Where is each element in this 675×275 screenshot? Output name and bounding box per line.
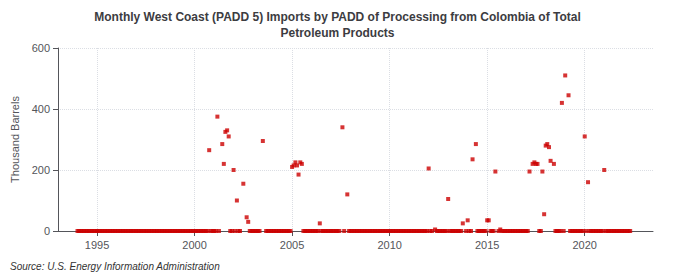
svg-text:200: 200 — [32, 164, 50, 176]
svg-text:Monthly West Coast (PADD 5) Im: Monthly West Coast (PADD 5) Imports by P… — [94, 10, 580, 24]
svg-text:2000: 2000 — [182, 239, 206, 251]
svg-text:400: 400 — [32, 103, 50, 115]
svg-text:600: 600 — [32, 42, 50, 54]
svg-text:2005: 2005 — [280, 239, 304, 251]
svg-text:Source: U.S. Energy Informatio: Source: U.S. Energy Information Administ… — [10, 261, 220, 272]
svg-text:Petroleum Products: Petroleum Products — [280, 26, 394, 40]
svg-text:1995: 1995 — [85, 239, 109, 251]
svg-text:0: 0 — [44, 225, 50, 237]
svg-text:2010: 2010 — [377, 239, 401, 251]
svg-text:2020: 2020 — [572, 239, 596, 251]
svg-text:2015: 2015 — [475, 239, 499, 251]
svg-text:Thousand Barrels: Thousand Barrels — [9, 96, 21, 183]
